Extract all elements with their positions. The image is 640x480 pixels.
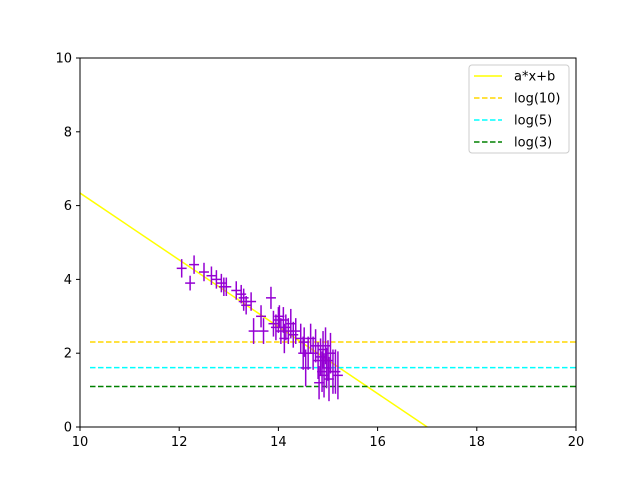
data-point bbox=[258, 318, 269, 344]
legend-label: log(3) bbox=[514, 136, 552, 151]
data-point bbox=[176, 259, 187, 278]
y-tick-label: 4 bbox=[64, 273, 72, 288]
data-point bbox=[206, 266, 217, 285]
plot-frame bbox=[79, 57, 577, 428]
data-points bbox=[176, 255, 343, 402]
x-tick-label: 18 bbox=[469, 435, 486, 450]
legend-label: log(5) bbox=[514, 114, 552, 129]
legend-box bbox=[468, 64, 570, 154]
data-point bbox=[256, 305, 266, 328]
y-axis: 0 2 4 6 8 10 bbox=[55, 52, 80, 436]
data-point bbox=[332, 351, 343, 400]
data-point bbox=[285, 308, 296, 339]
data-point bbox=[211, 270, 222, 289]
data-point bbox=[221, 277, 232, 297]
data-point bbox=[278, 307, 289, 333]
legend: a*x+b log(10) log(5) log(3) bbox=[468, 64, 570, 154]
y-tick-label: 10 bbox=[55, 52, 72, 67]
data-point bbox=[266, 286, 276, 309]
data-point bbox=[300, 349, 311, 387]
data-point bbox=[308, 336, 319, 370]
data-point bbox=[231, 281, 242, 300]
data-point bbox=[268, 310, 279, 337]
data-point bbox=[305, 323, 316, 354]
data-point bbox=[248, 318, 259, 344]
data-point bbox=[288, 321, 299, 348]
series-line-0 bbox=[80, 192, 428, 427]
data-point bbox=[280, 314, 291, 341]
x-tick-label: 12 bbox=[171, 435, 188, 450]
data-point bbox=[216, 273, 227, 293]
data-point bbox=[241, 296, 252, 315]
y-tick-label: 0 bbox=[64, 421, 72, 436]
x-tick-label: 16 bbox=[369, 435, 386, 450]
data-point bbox=[246, 292, 257, 311]
data-point bbox=[185, 275, 196, 291]
y-tick-label: 2 bbox=[64, 347, 72, 362]
legend-label: a*x+b bbox=[514, 70, 555, 85]
data-point bbox=[323, 340, 333, 381]
y-tick-label: 6 bbox=[64, 199, 72, 214]
x-axis: 10 12 14 16 18 20 bbox=[72, 427, 585, 450]
x-tick-label: 20 bbox=[568, 435, 585, 450]
data-point bbox=[320, 327, 331, 365]
data-point bbox=[317, 351, 328, 392]
data-point bbox=[325, 332, 336, 374]
data-point bbox=[330, 349, 341, 394]
legend-label: log(10) bbox=[514, 92, 561, 107]
data-point bbox=[236, 284, 247, 304]
x-tick-label: 14 bbox=[270, 435, 287, 450]
data-point bbox=[238, 288, 249, 308]
data-point bbox=[199, 262, 209, 282]
data-point bbox=[189, 255, 200, 274]
y-tick-label: 8 bbox=[64, 125, 72, 140]
data-point bbox=[290, 318, 301, 344]
x-tick-label: 10 bbox=[72, 435, 89, 450]
